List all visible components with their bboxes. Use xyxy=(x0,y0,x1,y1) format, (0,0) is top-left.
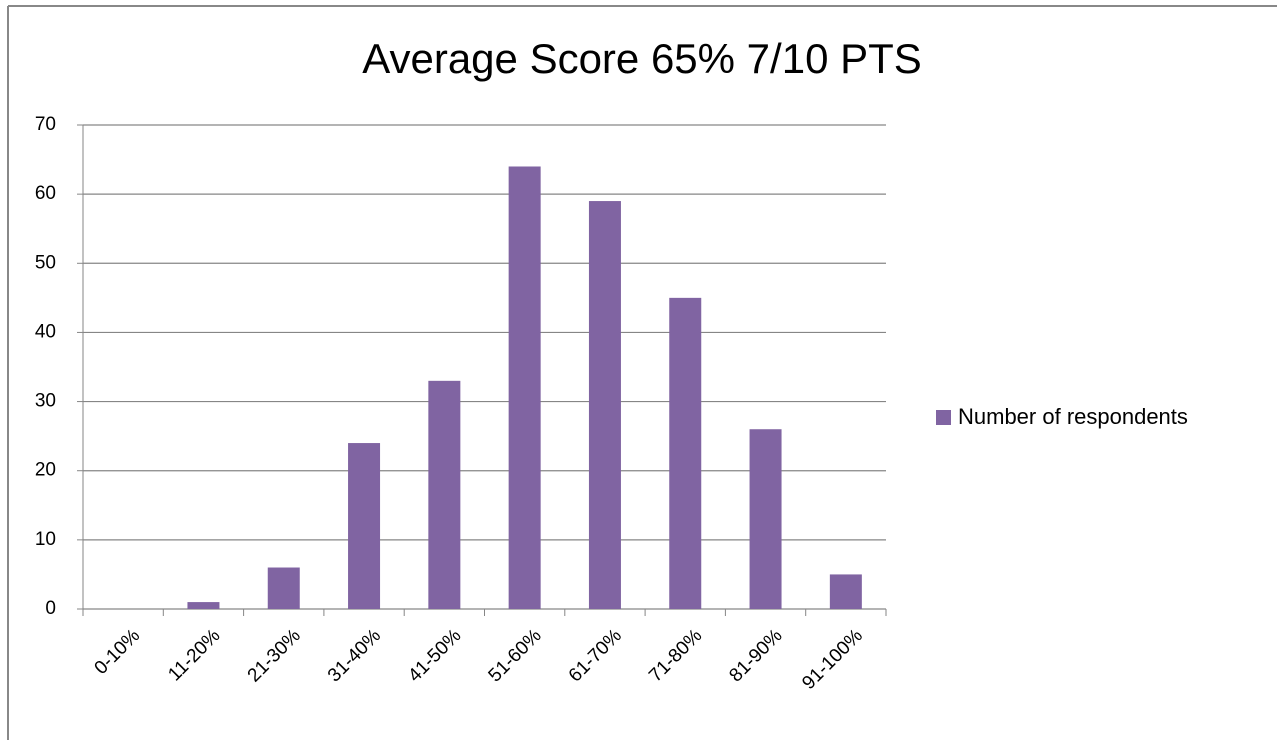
bar xyxy=(588,201,621,610)
bar xyxy=(187,602,220,609)
bar xyxy=(829,574,862,609)
bar xyxy=(508,166,541,609)
y-tick-label: 20 xyxy=(35,460,56,481)
legend-swatch xyxy=(936,410,951,425)
y-tick-label: 50 xyxy=(35,252,56,273)
chart-title: Average Score 65% 7/10 PTS xyxy=(362,35,922,82)
bar xyxy=(749,429,782,609)
y-tick-label: 0 xyxy=(45,598,56,619)
bar xyxy=(267,567,300,609)
y-tick-label: 60 xyxy=(35,183,56,204)
y-tick-label: 40 xyxy=(35,321,56,342)
y-tick-label: 70 xyxy=(35,114,56,135)
bar xyxy=(348,443,381,609)
y-tick-label: 10 xyxy=(35,529,56,550)
y-tick-label: 30 xyxy=(35,391,56,412)
legend-label: Number of respondents xyxy=(958,404,1188,429)
bar xyxy=(428,380,461,609)
bar xyxy=(669,297,702,609)
